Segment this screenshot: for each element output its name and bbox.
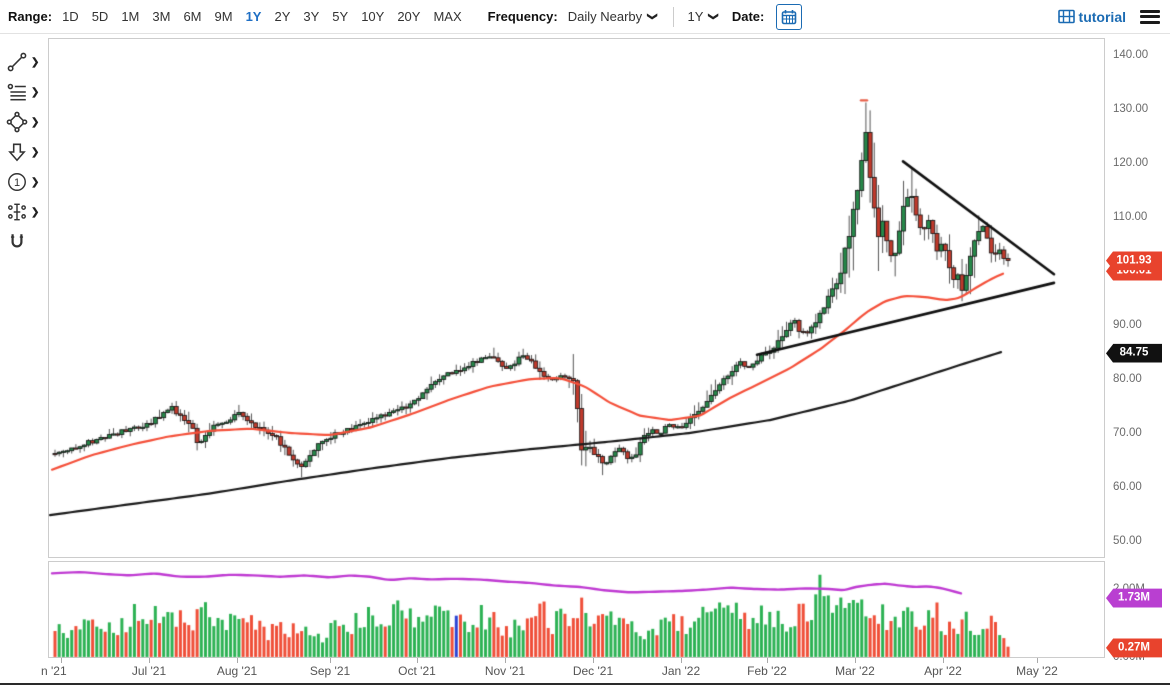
annotation-tool[interactable]: 1 ❯	[6, 169, 46, 195]
fibonacci-tool[interactable]: ❯	[6, 79, 46, 105]
frequency-label: Frequency:	[487, 9, 558, 24]
price-badge: 1.73M	[1106, 588, 1162, 608]
time-tick-label: Jan '22	[661, 664, 701, 678]
arrow-tool[interactable]: ❯	[6, 139, 46, 165]
range-1m[interactable]: 1M	[121, 9, 140, 24]
price-tick-label: 80.00	[1113, 373, 1142, 385]
chevron-down-icon: ❯	[708, 12, 720, 21]
toolbar-right: tutorial	[1057, 8, 1160, 25]
time-tick-label: n '21	[41, 664, 67, 678]
range-2y[interactable]: 2Y	[274, 9, 291, 24]
time-tick-mark	[149, 658, 150, 663]
hamburger-menu-icon[interactable]	[1140, 9, 1160, 24]
time-tick-label: Sep '21	[309, 664, 351, 678]
range-label: Range:	[8, 9, 53, 24]
measure-tool[interactable]: ❯	[6, 199, 46, 225]
time-tick-label: Aug '21	[216, 664, 258, 678]
frequency-dropdown[interactable]: Daily Nearby	[567, 9, 643, 24]
period-dropdown[interactable]: 1Y	[687, 9, 704, 24]
price-tick-label: 70.00	[1113, 427, 1142, 439]
chevron-right-icon: ❯	[31, 146, 40, 158]
price-tick-label: 110.00	[1113, 211, 1148, 223]
tutorial-link[interactable]: tutorial	[1057, 8, 1126, 25]
divider	[672, 6, 674, 27]
time-tick-mark	[1037, 658, 1038, 663]
range-1d[interactable]: 1D	[62, 9, 79, 24]
time-tick-mark	[505, 658, 506, 663]
time-tick-label: May '22	[1016, 664, 1058, 678]
time-axis: n '21 Jul '21 Aug '21 Sep '21 Oct '21 Nov '21…	[0, 658, 1105, 682]
tutorial-label: tutorial	[1078, 8, 1126, 25]
time-tick-label: Nov '21	[484, 664, 526, 678]
magnet-tool[interactable]	[6, 229, 46, 255]
price-badge: 84.75	[1106, 343, 1162, 363]
range-5d[interactable]: 5D	[91, 9, 109, 24]
time-tick-label: Dec '21	[572, 664, 614, 678]
date-picker-button[interactable]	[776, 3, 803, 30]
price-tick-label: 130.00	[1113, 103, 1149, 115]
time-tick-mark	[943, 658, 944, 663]
range-5y[interactable]: 5Y	[332, 9, 349, 24]
time-tick-mark	[593, 658, 594, 663]
time-tick-label: Mar '22	[835, 664, 875, 678]
price-badge: 101.93	[1106, 251, 1162, 271]
range-9m[interactable]: 9M	[214, 9, 233, 24]
time-tick-label: Oct '21	[398, 664, 436, 678]
chevron-right-icon: ❯	[31, 116, 40, 128]
time-tick-label: Apr '22	[924, 664, 962, 678]
time-tick-label: Feb '22	[747, 664, 787, 678]
range-10y[interactable]: 10Y	[361, 9, 385, 24]
time-tick-label: Jul '21	[131, 664, 167, 678]
chevron-right-icon: ❯	[31, 86, 40, 98]
drawing-tools-sidebar: ❯ ❯ ❯ ❯ 1 ❯ ❯	[0, 34, 48, 658]
chevron-right-icon: ❯	[31, 56, 40, 68]
time-tick-mark	[417, 658, 418, 663]
range-1y[interactable]: 1Y	[245, 9, 262, 24]
chevron-right-icon: ❯	[31, 176, 40, 188]
price-badge: 0.27M	[1106, 638, 1162, 658]
price-tick-label: 60.00	[1113, 481, 1142, 493]
trendline-tool[interactable]: ❯	[6, 49, 46, 75]
film-icon	[1057, 9, 1075, 24]
toolbar: Range: 1D 5D 1M 3M 6M 9M 1Y 2Y 3Y 5Y 10Y 20Y MAX Fre…	[0, 0, 1170, 34]
calendar-icon	[782, 9, 797, 24]
range-3y[interactable]: 3Y	[303, 9, 320, 24]
range-list: 1D 5D 1M 3M 6M 9M 1Y 2Y 3Y 5Y 10Y 20Y MAX	[62, 9, 462, 24]
range-3m[interactable]: 3M	[152, 9, 171, 24]
price-chart-canvas[interactable]	[48, 38, 1105, 658]
time-tick-mark	[61, 658, 62, 663]
price-tick-label: 120.00	[1113, 157, 1149, 169]
bottom-border	[0, 683, 1170, 685]
date-label: Date:	[731, 9, 765, 24]
shapes-tool[interactable]: ❯	[6, 109, 46, 135]
price-tick-label: 50.00	[1113, 535, 1142, 547]
time-tick-mark	[330, 658, 331, 663]
time-tick-mark	[855, 658, 856, 663]
chevron-down-icon: ❯	[646, 12, 658, 21]
time-tick-mark	[237, 658, 238, 663]
svg-text:1: 1	[14, 177, 20, 189]
chevron-right-icon: ❯	[31, 206, 40, 218]
range-20y[interactable]: 20Y	[397, 9, 421, 24]
range-6m[interactable]: 6M	[183, 9, 202, 24]
time-tick-mark	[681, 658, 682, 663]
range-max[interactable]: MAX	[433, 9, 462, 24]
price-tick-label: 90.00	[1113, 319, 1142, 331]
price-tick-label: 140.00	[1113, 49, 1149, 61]
time-tick-mark	[767, 658, 768, 663]
